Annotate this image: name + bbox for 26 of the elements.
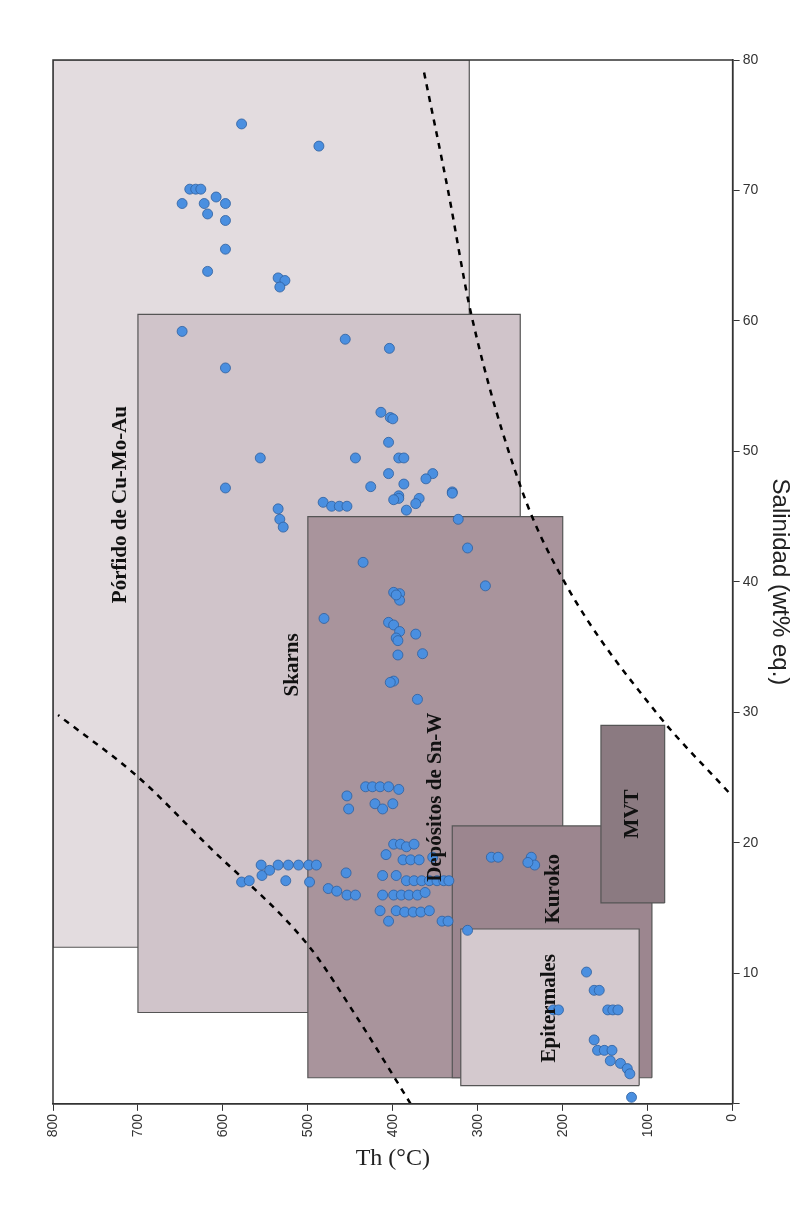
y-tick-label: 70 [742,181,759,198]
y-tick-label: 30 [742,703,759,720]
x-tick-label: 400 [383,1113,400,1138]
x-tick-label: 700 [128,1113,145,1138]
x-tick-label: 100 [638,1113,655,1138]
series-label: Kuroko [539,853,564,924]
x-tick-label: 300 [468,1113,485,1138]
series-label: Depósitos de Sn-W [422,712,447,882]
y-axis-title: Salinidad (wt% eq.) [767,478,795,686]
y-tick-label: 80 [742,50,759,67]
line-series [56,713,412,1104]
x-axis-title: Th (°C) [355,1143,430,1170]
x-tick-label: 0 [723,1113,740,1122]
x-tick-label: 500 [298,1113,315,1138]
series-label: Epitermales [536,953,561,1063]
y-tick-label: 40 [742,572,759,589]
y-tick-label: 60 [742,311,759,328]
series-label: Skarns [279,633,304,697]
x-tick-label: 200 [553,1113,570,1138]
y-tick-label: 50 [742,442,759,459]
series-label: Pórfido de Cu-Mo-Au [107,405,132,604]
series-label: MVT [619,789,644,839]
x-tick-label: 600 [213,1113,230,1138]
y-tick-label: 20 [742,833,759,850]
x-tick-label: 800 [43,1113,60,1138]
y-tick-label: 10 [742,964,759,981]
